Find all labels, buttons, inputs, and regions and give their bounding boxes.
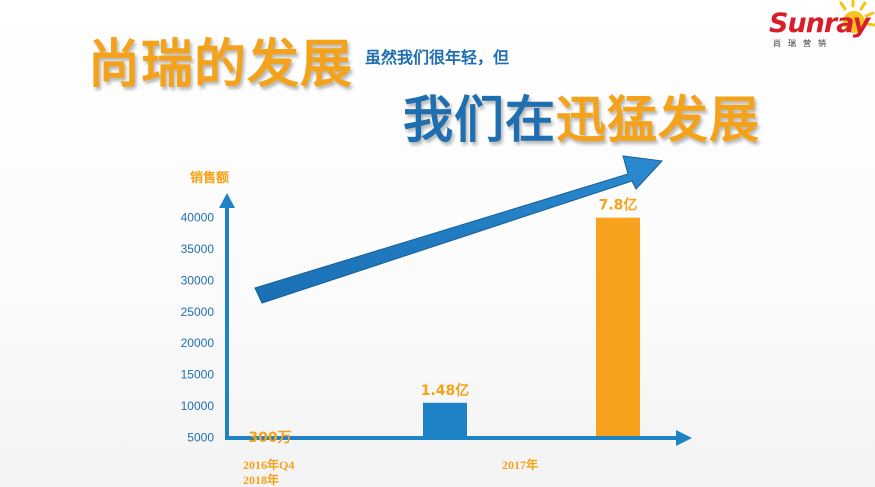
x-category-label: 2018年 — [243, 472, 279, 487]
x-category-label: 2017年 — [502, 457, 538, 472]
y-tick-label: 30000 — [181, 273, 215, 287]
bar-data-label: 300万 — [248, 430, 291, 446]
y-tick-label: 10000 — [181, 399, 215, 413]
x-axis — [225, 430, 692, 446]
x-category-label: 2016年Q4 — [243, 457, 294, 472]
title-secondary-part1: 我们在 — [403, 91, 556, 149]
logo-wordmark: Sunray — [769, 8, 870, 39]
title-secondary-part2: 迅猛发展 — [556, 91, 760, 149]
bar-data-label: 1.48亿 — [421, 382, 470, 399]
sun-icon — [839, 0, 875, 33]
title-main: 尚瑞的发展 — [88, 35, 354, 95]
y-tick-label: 15000 — [181, 368, 215, 382]
y-tick-label: 25000 — [181, 305, 215, 319]
y-tick-label: 20000 — [181, 336, 215, 350]
trend-arrow-icon — [254, 155, 664, 304]
y-tick-label: 5000 — [187, 430, 214, 444]
y-tick-label: 40000 — [181, 211, 215, 225]
bar — [423, 402, 467, 436]
title-secondary: 我们在迅猛发展 — [403, 80, 760, 152]
y-axis — [219, 193, 235, 440]
bar — [596, 217, 640, 436]
y-tick-label: 35000 — [181, 242, 215, 256]
logo-subtext: 尚瑞营销 — [773, 39, 833, 48]
title-subtitle: 虽然我们很年轻，但 — [365, 48, 510, 67]
sunray-logo: Sunray 尚瑞营销 — [765, 0, 875, 48]
y-axis-label: 销售额 — [190, 170, 229, 186]
bar-data-label: 7.8亿 — [599, 197, 638, 214]
